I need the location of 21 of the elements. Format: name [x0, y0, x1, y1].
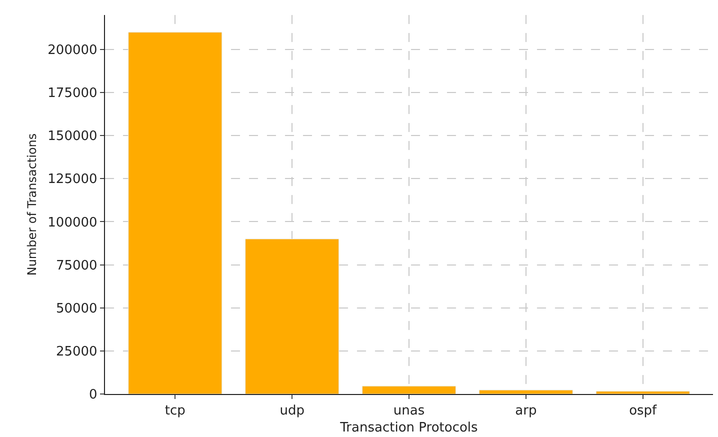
- bar: [245, 238, 340, 394]
- x-tick-label: arp: [515, 404, 537, 419]
- x-tick-label: unas: [393, 404, 425, 419]
- bar: [128, 32, 222, 394]
- bar: [362, 386, 456, 394]
- y-tick-label: 50000: [56, 301, 98, 316]
- y-tick-label: 150000: [48, 129, 98, 144]
- y-tick-label: 100000: [48, 215, 98, 230]
- y-tick-label: 200000: [48, 43, 98, 58]
- x-tick-label: udp: [280, 404, 304, 419]
- y-axis-title: Number of Transactions: [24, 133, 39, 276]
- y-tick-label: 175000: [48, 86, 98, 102]
- y-tick-label: 25000: [56, 344, 98, 360]
- bar: [596, 390, 690, 394]
- x-tick-label: tcp: [164, 404, 186, 419]
- y-tick-label: 75000: [56, 258, 98, 274]
- y-tick-label: 125000: [48, 172, 98, 188]
- x-tick-label: ospf: [629, 404, 658, 419]
- y-tick-label: 0: [89, 388, 98, 403]
- bar: [478, 390, 573, 394]
- x-axis-title: Transaction Protocols: [339, 420, 478, 436]
